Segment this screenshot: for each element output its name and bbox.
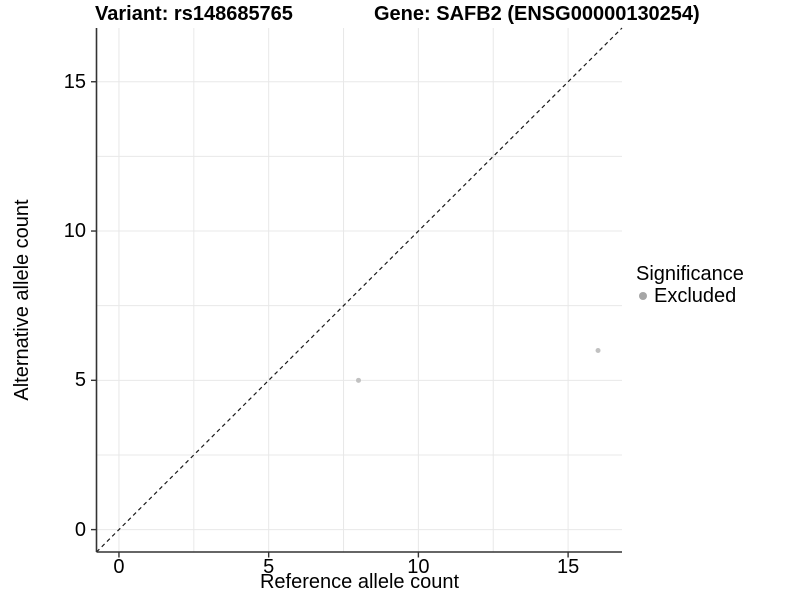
plot-title-variant: Variant: rs148685765 [95, 3, 293, 25]
plot-title-gene: Gene: SAFB2 (ENSG00000130254) [374, 3, 700, 25]
y-tick-label: 10 [63, 220, 86, 243]
legend-title: Significance [636, 263, 744, 285]
y-tick-label: 0 [74, 518, 86, 541]
x-tick-label: 0 [113, 556, 125, 578]
y-tick-label: 5 [74, 369, 86, 392]
legend-item-excluded: Excluded [636, 285, 744, 307]
y-axis-title: Alternative allele count [11, 199, 33, 401]
data-point [356, 377, 362, 383]
legend-key-dot [639, 292, 647, 300]
x-tick-label: 15 [556, 556, 580, 578]
x-tick-label: 10 [407, 556, 430, 578]
x-axis-title: Reference allele count [259, 571, 459, 593]
legend: Significance Excluded [636, 263, 744, 307]
identity-dashed-line [96, 27, 623, 553]
legend-item-label: Excluded [654, 285, 737, 307]
y-tick-label: 15 [63, 70, 86, 93]
x-tick-label: 5 [263, 556, 275, 578]
data-point [595, 347, 601, 353]
